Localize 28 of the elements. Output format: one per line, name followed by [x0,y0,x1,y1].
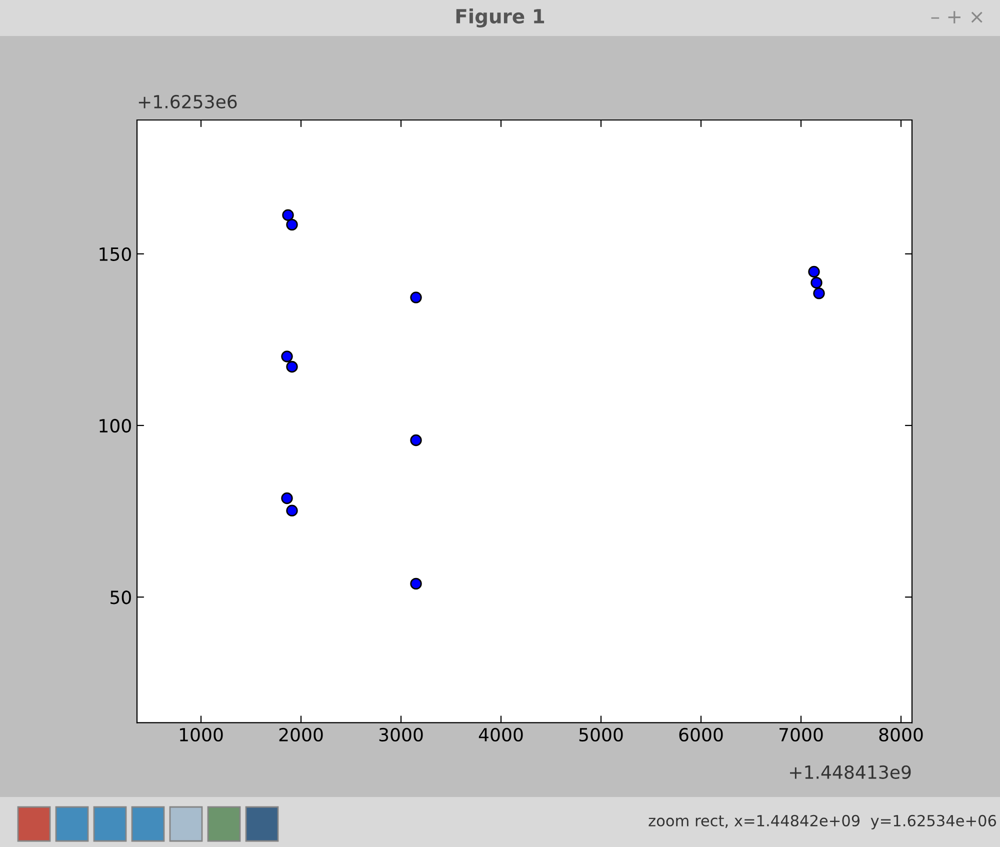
x-tick-label: 6000 [679,728,723,742]
x-tick-label: 3000 [379,728,423,742]
point [282,209,294,221]
x-tick-label: 4000 [478,728,523,742]
chart-title: Figure 1 [456,8,544,28]
point [808,266,820,278]
point [281,350,293,362]
point [286,360,298,373]
point [410,434,422,446]
point [286,218,298,231]
x-tick-label: 1000 [180,728,223,742]
y-tick-label: 150 [100,247,131,261]
x-tick-label: 2000 [279,728,323,742]
text: +1.6253e6 [138,94,237,108]
x-tick-label: 8000 [879,728,923,742]
y-tick-label: 100 [100,418,131,433]
x-tick-label: 7000 [780,728,823,742]
x-tick-label: 5000 [579,728,623,742]
point [810,276,822,289]
point [286,504,298,516]
point [281,492,293,504]
y-tick-label: 50 [110,590,131,604]
text: – + × [931,11,982,24]
text: zoom rect, x=1.44842e+09 y=1.62534e+06 [648,814,996,830]
point [813,287,825,300]
point [410,292,422,304]
point [410,578,422,590]
text: +1.448413e9 [790,765,911,779]
